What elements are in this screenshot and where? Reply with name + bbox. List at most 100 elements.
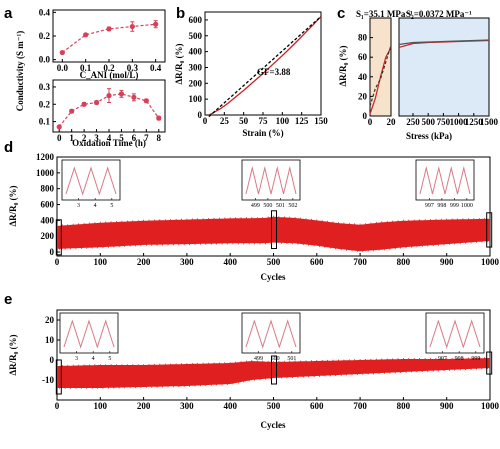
panel-a-top-xtick-label: 0.2	[103, 63, 115, 73]
panel-d-ytick-label: 800	[41, 184, 55, 194]
panel-e-xtick-label: 700	[353, 401, 367, 411]
panel-d-xtick-label: 400	[223, 257, 237, 267]
panel-a-bottom-ytick-label: 0.2	[39, 99, 51, 109]
panel-c-series-0	[369, 47, 392, 115]
panel-c-xtick-label: 1500	[480, 117, 499, 127]
panel-a-bottom-xtick-label: 4	[107, 133, 112, 143]
panel-e-xtick-label: 400	[223, 401, 237, 411]
panel-a-bottom-xtick-label: 5	[119, 133, 124, 143]
panel-a-bottom-xtick-label: 7	[144, 133, 149, 143]
panel-e-inset-tick-label: 999	[471, 356, 480, 362]
panel-c-right-frame	[398, 17, 490, 117]
panel-label-e: e	[4, 291, 12, 308]
panel-a-bottom-point	[81, 101, 87, 107]
panel-a-top-ytick-label: 0.0	[39, 55, 51, 65]
panel-a-bottom-point	[56, 124, 62, 130]
panel-c-ytick-label: 80	[358, 33, 368, 43]
panel-b-fit-line	[208, 15, 322, 118]
panel-label-d: d	[4, 139, 13, 156]
panel-a-bottom-point	[69, 108, 75, 114]
panel-c-high-stress-region	[399, 18, 489, 116]
panel-c-s1-annotation: S₁=35.1 MPa⁻¹	[356, 9, 413, 19]
panel-d-inset-wave	[419, 166, 471, 195]
panel-b-xtick-label: 150	[314, 116, 328, 126]
panel-a-ylabel: Conductivity (S m⁻¹)	[15, 31, 25, 111]
panel-e-inset-frame	[241, 312, 301, 354]
panel-d: 0 100 200 300 400 500 600 700 800 900 1000 0 200 400 6…	[8, 152, 500, 282]
panel-b-xtick-label: 125	[295, 116, 309, 126]
panel-a-bottom-ytick-label: 0.1	[39, 117, 51, 127]
panel-e-marked-window	[55, 359, 62, 395]
panel-b: 0 25 50 75 100 125 150 0 100 200 300 400 500 600 Stra…	[174, 11, 328, 138]
panel-a-top-xlabel: C_ANI (mol/L)	[80, 70, 139, 80]
panel-d-xtick-label: 500	[267, 257, 281, 267]
panel-e-xtick-label: 300	[180, 401, 194, 411]
panel-b-xtick-label: 75	[259, 116, 269, 126]
panel-e-ytick-label: 0	[50, 355, 55, 365]
panel-c-xtick-label: 0	[368, 117, 373, 127]
panel-a-top-point	[106, 26, 112, 32]
panel-d-xtick-label: 800	[397, 257, 411, 267]
panel-e-inset-tick-label: 500	[271, 356, 280, 362]
panel-d-xtick-label: 900	[440, 257, 454, 267]
panel-c-ylabel: ΔR/R₀ (%)	[338, 45, 348, 86]
panel-b-frame	[204, 11, 322, 116]
panel-d-inset-frame	[241, 159, 301, 201]
panel-d-inset-tick-label: 997	[425, 203, 434, 209]
panel-e-xlabel: Cycles	[261, 420, 286, 430]
panel-d-xtick-label: 100	[94, 257, 108, 267]
panel-d-ytick-label: 1000	[36, 168, 55, 178]
panel-a-bottom-point	[143, 98, 149, 104]
panel-a-bottom-point	[131, 94, 137, 100]
panel-e-xtick-label: 200	[137, 401, 151, 411]
panel-d-xtick-label: 300	[180, 257, 194, 267]
panel-a-top-xtick-label: 0.1	[80, 63, 92, 73]
panel-d-ytick-label: 1200	[36, 152, 55, 162]
panel-a-bottom-xtick-label: 3	[94, 133, 99, 143]
panel-b-xtick-label: 100	[276, 116, 290, 126]
panel-a-bottom-xtick-label: 2	[82, 133, 87, 143]
panel-e-inset-tick-label: 998	[455, 356, 464, 362]
panel-e-signal-edge	[57, 357, 490, 389]
panel-c-xtick-label: 1000	[450, 117, 469, 127]
panel-c-xtick-label: 20	[387, 117, 397, 127]
panel-c-series-1	[369, 45, 392, 107]
panel-c-left-frame	[369, 17, 392, 117]
panel-c-ytick-label: 0	[363, 111, 368, 121]
panel-b-gf-annotation: GF=3.88	[257, 67, 291, 77]
panel-b-ytick-label: 500	[189, 31, 203, 41]
panel-d-xtick-label: 700	[353, 257, 367, 267]
panel-a-bottom-xlabel: Oxidation Time (h)	[72, 138, 146, 148]
panel-e-marked-window	[271, 355, 277, 385]
panel-d-marked-window	[271, 210, 277, 250]
panel-d-marked-window	[55, 219, 62, 256]
panel-b-xtick-label: 50	[239, 116, 249, 126]
panel-d-inset-tick-label: 5	[110, 203, 113, 209]
panel-d-inset-tick-label: 3	[77, 203, 80, 209]
panel-d-signal-edge	[57, 215, 490, 253]
panel-b-xlabel: Strain (%)	[242, 128, 283, 138]
panel-a-top-point	[129, 23, 135, 30]
panel-e-inset-tick-label: 499	[254, 356, 263, 362]
panel-e-xtick-label: 500	[267, 401, 281, 411]
panel-d-ytick-label: 600	[41, 200, 55, 210]
panel-a-bottom-point	[106, 93, 112, 99]
panel-d-inset-wave	[245, 166, 297, 195]
panel-a-bottom-point	[156, 115, 162, 121]
panel-e: 0 100 200 300 400 500 600 700 800 900 1000 -10 0 10 20…	[8, 309, 500, 430]
panel-b-ytick-label: 600	[189, 15, 203, 25]
panel-b-ytick-label: 200	[189, 78, 203, 88]
panel-c-series-3	[398, 39, 490, 46]
panel-e-inset-wave	[63, 319, 115, 349]
panel-b-xtick-label: 25	[220, 116, 230, 126]
panel-a-top-xtick-label: 0.0	[57, 63, 69, 73]
panel-d-xtick-label: 200	[137, 257, 151, 267]
panel-d-ytick-label: 0	[50, 247, 55, 257]
panel-e-xtick-label: 0	[55, 401, 60, 411]
panel-e-xtick-label: 1000	[481, 401, 500, 411]
panel-e-xtick-label: 100	[94, 401, 108, 411]
panel-b-ylabel: ΔR/R₀ (%)	[174, 43, 184, 84]
panel-d-inset-tick-label: 499	[251, 203, 260, 209]
panel-c-xtick-label: 250	[406, 117, 420, 127]
